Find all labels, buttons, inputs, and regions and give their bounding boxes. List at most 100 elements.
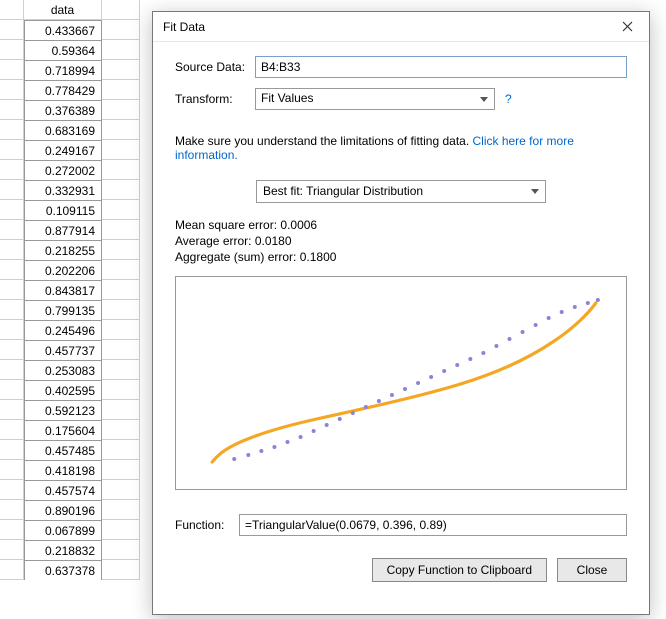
mse-label: Mean square error:: [175, 218, 280, 232]
transform-value: Fit Values: [261, 91, 313, 105]
cell-gutter: [102, 400, 140, 420]
row-header: [0, 420, 24, 440]
cell-gutter: [102, 140, 140, 160]
row-header: [0, 440, 24, 460]
cell-gutter: [102, 560, 140, 580]
cell-gutter: [102, 220, 140, 240]
row-header: [0, 400, 24, 420]
data-cell[interactable]: 0.218255: [24, 240, 102, 260]
agg-value: 0.1800: [300, 250, 337, 264]
row-header: [0, 100, 24, 120]
close-button[interactable]: Close: [557, 558, 627, 582]
row-header: [0, 360, 24, 380]
data-cell[interactable]: 0.402595: [24, 380, 102, 400]
row-header: [0, 380, 24, 400]
dialog-titlebar: Fit Data: [153, 12, 649, 42]
row-header: [0, 160, 24, 180]
data-cell[interactable]: 0.218832: [24, 540, 102, 560]
transform-label: Transform:: [175, 92, 255, 106]
row-header: [0, 40, 24, 60]
row-header: [0, 500, 24, 520]
row-header: [0, 120, 24, 140]
row-header: [0, 320, 24, 340]
cell-gutter: [102, 20, 140, 40]
cell-gutter: [102, 120, 140, 140]
function-label: Function:: [175, 518, 239, 532]
fit-chart: [175, 276, 627, 490]
data-cell[interactable]: 0.175604: [24, 420, 102, 440]
distribution-select[interactable]: Best fit: Triangular Distribution: [256, 180, 546, 203]
data-cell[interactable]: 0.457737: [24, 340, 102, 360]
data-cell[interactable]: 0.59364: [24, 40, 102, 60]
row-header: [0, 340, 24, 360]
info-text: Make sure you understand the limitations…: [175, 134, 627, 162]
column-gutter: [102, 0, 140, 20]
source-data-label: Source Data:: [175, 60, 255, 74]
column-header[interactable]: data: [24, 0, 102, 20]
row-header: [0, 280, 24, 300]
cell-gutter: [102, 320, 140, 340]
row-header: [0, 300, 24, 320]
function-input[interactable]: [239, 514, 627, 536]
data-cell[interactable]: 0.877914: [24, 220, 102, 240]
cell-gutter: [102, 280, 140, 300]
data-cell[interactable]: 0.418198: [24, 460, 102, 480]
data-cell[interactable]: 0.109115: [24, 200, 102, 220]
data-cell[interactable]: 0.245496: [24, 320, 102, 340]
data-cell[interactable]: 0.592123: [24, 400, 102, 420]
cell-gutter: [102, 100, 140, 120]
data-cell[interactable]: 0.843817: [24, 280, 102, 300]
cell-gutter: [102, 300, 140, 320]
row-header: [0, 60, 24, 80]
agg-label: Aggregate (sum) error:: [175, 250, 300, 264]
data-cell[interactable]: 0.433667: [24, 20, 102, 40]
cell-gutter: [102, 80, 140, 100]
data-cell[interactable]: 0.457574: [24, 480, 102, 500]
fit-data-dialog: Fit Data Source Data: Transform: Fit Val…: [152, 11, 650, 615]
cell-gutter: [102, 260, 140, 280]
data-cell[interactable]: 0.249167: [24, 140, 102, 160]
cell-gutter: [102, 60, 140, 80]
transform-select[interactable]: Fit Values: [255, 88, 495, 110]
data-cell[interactable]: 0.718994: [24, 60, 102, 80]
cell-gutter: [102, 440, 140, 460]
data-cell[interactable]: 0.799135: [24, 300, 102, 320]
cell-gutter: [102, 240, 140, 260]
mse-value: 0.0006: [280, 218, 317, 232]
data-cell[interactable]: 0.890196: [24, 500, 102, 520]
cell-gutter: [102, 460, 140, 480]
fit-stats: Mean square error: 0.0006 Average error:…: [175, 217, 627, 266]
data-cell[interactable]: 0.376389: [24, 100, 102, 120]
cell-gutter: [102, 360, 140, 380]
close-icon[interactable]: [605, 12, 649, 42]
cell-gutter: [102, 200, 140, 220]
avg-value: 0.0180: [255, 234, 292, 248]
cell-gutter: [102, 540, 140, 560]
data-cell[interactable]: 0.253083: [24, 360, 102, 380]
row-header: [0, 520, 24, 540]
row-header: [0, 460, 24, 480]
cell-gutter: [102, 340, 140, 360]
row-header: [0, 260, 24, 280]
row-header: [0, 480, 24, 500]
cell-gutter: [102, 380, 140, 400]
data-cell[interactable]: 0.272002: [24, 160, 102, 180]
row-header: [0, 180, 24, 200]
cell-gutter: [102, 160, 140, 180]
row-header: [0, 20, 24, 40]
data-cell[interactable]: 0.067899: [24, 520, 102, 540]
data-cell[interactable]: 0.202206: [24, 260, 102, 280]
data-cell[interactable]: 0.637378: [24, 560, 102, 580]
data-cell[interactable]: 0.457485: [24, 440, 102, 460]
corner-cell: [0, 0, 24, 20]
data-cell[interactable]: 0.778429: [24, 80, 102, 100]
copy-function-button[interactable]: Copy Function to Clipboard: [372, 558, 547, 582]
row-header: [0, 140, 24, 160]
source-data-input[interactable]: [255, 56, 627, 78]
cell-gutter: [102, 520, 140, 540]
row-header: [0, 240, 24, 260]
data-cell[interactable]: 0.683169: [24, 120, 102, 140]
data-cell[interactable]: 0.332931: [24, 180, 102, 200]
dialog-title: Fit Data: [163, 20, 205, 34]
help-icon[interactable]: ?: [505, 92, 512, 106]
